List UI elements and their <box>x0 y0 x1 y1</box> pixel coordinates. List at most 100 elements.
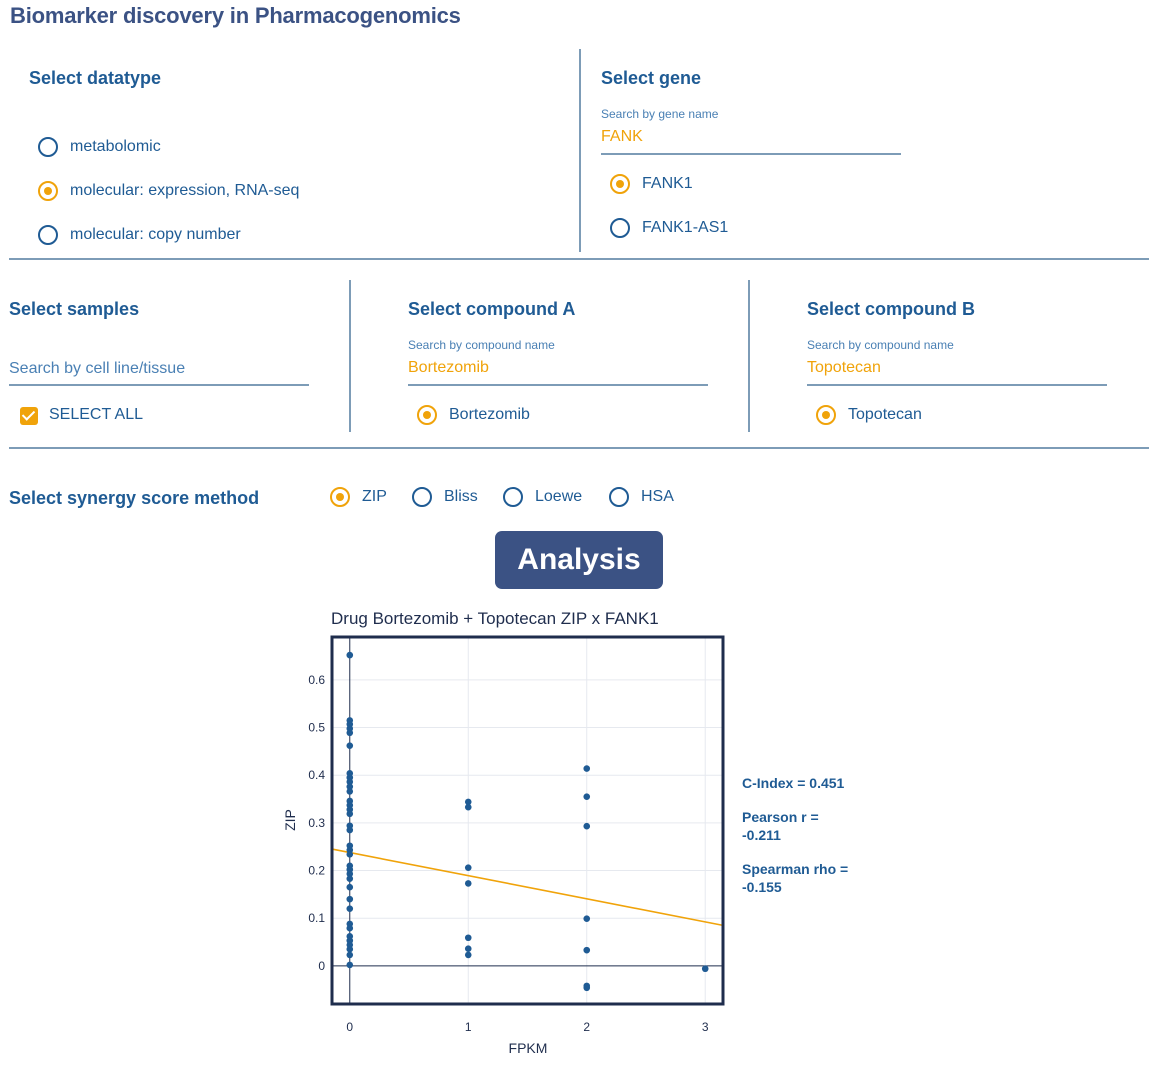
y-axis-label: ZIP <box>282 809 298 831</box>
compound-b-option-topotecan[interactable]: Topotecan <box>816 405 922 425</box>
radio-circle[interactable] <box>609 487 629 507</box>
gene-search-underline <box>601 153 901 155</box>
synergy-option-zip[interactable]: ZIP <box>330 487 387 507</box>
spearman-stat-value: -0.155 <box>742 879 782 895</box>
synergy-title: Select synergy score method <box>9 488 260 508</box>
pearson-stat-value: -0.211 <box>742 827 781 843</box>
radio-circle[interactable] <box>503 487 523 507</box>
synergy-option-hsa[interactable]: HSA <box>609 487 674 507</box>
pearson-stat-label: Pearson r = <box>742 809 819 825</box>
radio-circle[interactable] <box>38 225 58 245</box>
gene-option-label: FANK1 <box>642 175 693 192</box>
data-point <box>346 783 354 790</box>
vertical-divider <box>748 280 750 432</box>
chart-title: Drug Bortezomib + Topotecan ZIP x FANK1 <box>331 609 659 628</box>
datatype-option-label: metabolomic <box>70 138 161 155</box>
gene-title: Select gene <box>601 68 702 88</box>
y-tick-label: 0.2 <box>308 864 325 878</box>
data-point <box>464 880 472 887</box>
data-point <box>583 765 591 772</box>
radio-circle[interactable] <box>330 487 350 507</box>
x-tick-label: 0 <box>346 1020 353 1034</box>
data-point <box>346 951 354 959</box>
datatype-option-label: molecular: expression, RNA-seq <box>70 182 300 199</box>
data-point <box>346 961 354 969</box>
compound-b-search-underline <box>807 384 1107 386</box>
horizontal-divider <box>9 447 1149 449</box>
data-point <box>464 864 472 871</box>
compound-a-search-label: Search by compound name <box>408 338 555 352</box>
y-tick-label: 0.3 <box>308 816 325 830</box>
radio-circle[interactable] <box>38 181 58 201</box>
compound-a-search-underline <box>408 384 708 386</box>
data-point <box>464 803 472 811</box>
radio-circle[interactable] <box>412 487 432 507</box>
data-point <box>583 984 591 992</box>
compound-b-search-input[interactable] <box>807 359 1107 377</box>
data-point <box>346 870 354 878</box>
synergy-option-label: ZIP <box>362 488 387 505</box>
x-tick-label: 2 <box>583 1020 590 1034</box>
compound-b-title: Select compound B <box>807 299 976 319</box>
radio-circle[interactable] <box>38 137 58 157</box>
data-point <box>346 905 354 912</box>
x-tick-label: 3 <box>702 1020 709 1034</box>
synergy-option-bliss[interactable]: Bliss <box>412 487 478 507</box>
data-point <box>346 851 354 858</box>
data-point <box>583 793 591 800</box>
data-point <box>346 788 354 795</box>
scatter-chart: Drug Bortezomib + Topotecan ZIP x FANK1 … <box>282 609 725 1056</box>
data-point <box>346 778 354 786</box>
data-point <box>583 822 591 830</box>
gene-search-label: Search by gene name <box>601 107 719 121</box>
vertical-divider <box>349 280 351 432</box>
y-tick-label: 0.5 <box>308 721 325 735</box>
compound-b-search-label: Search by compound name <box>807 338 954 352</box>
radio-circle[interactable] <box>610 218 630 238</box>
radio-circle[interactable] <box>816 405 836 425</box>
data-point <box>346 945 354 953</box>
datatype-option-metabolomic[interactable]: metabolomic <box>38 137 161 157</box>
samples-search-underline <box>9 384 309 386</box>
gene-option-fank1-as1[interactable]: FANK1-AS1 <box>610 218 728 238</box>
y-tick-label: 0.6 <box>308 673 325 687</box>
radio-circle[interactable] <box>417 405 437 425</box>
compound-a-option-bortezomib[interactable]: Bortezomib <box>417 405 530 425</box>
data-point <box>346 895 354 903</box>
x-tick-label: 1 <box>465 1020 472 1034</box>
data-point <box>346 742 354 749</box>
synergy-option-label: HSA <box>641 488 674 505</box>
samples-search-input[interactable] <box>9 360 309 378</box>
datatype-option-label: molecular: copy number <box>70 226 241 243</box>
gene-option-fank1[interactable]: FANK1 <box>610 174 693 194</box>
data-point <box>346 729 354 737</box>
datatype-option-expression[interactable]: molecular: expression, RNA-seq <box>38 181 299 201</box>
y-tick-label: 0.1 <box>308 911 325 925</box>
regression-line <box>331 848 724 927</box>
samples-title: Select samples <box>9 299 140 319</box>
data-point <box>346 826 354 834</box>
data-point <box>583 915 591 922</box>
vertical-divider <box>579 49 581 252</box>
synergy-option-loewe[interactable]: Loewe <box>503 487 582 507</box>
compound-b-option-label: Topotecan <box>848 406 922 423</box>
data-point <box>464 945 472 953</box>
compound-a-search-input[interactable] <box>408 359 708 377</box>
gene-search-input[interactable] <box>601 128 901 146</box>
analysis-button[interactable]: Analysis <box>495 531 663 589</box>
y-tick-label: 0.4 <box>308 768 325 782</box>
datatype-option-copy-number[interactable]: molecular: copy number <box>38 225 241 245</box>
datatype-title: Select datatype <box>29 68 162 88</box>
y-tick-label: 0 <box>318 959 325 973</box>
data-point <box>346 651 354 659</box>
select-all-label: SELECT ALL <box>49 406 143 423</box>
data-point <box>346 924 354 932</box>
data-point <box>464 951 472 959</box>
select-all-checkbox[interactable] <box>20 407 38 425</box>
compound-a-title: Select compound A <box>408 299 576 319</box>
synergy-option-label: Loewe <box>535 488 583 505</box>
data-point <box>346 875 354 882</box>
x-axis-label: FPKM <box>509 1040 548 1056</box>
radio-circle[interactable] <box>610 174 630 194</box>
plot-frame <box>330 635 725 1006</box>
